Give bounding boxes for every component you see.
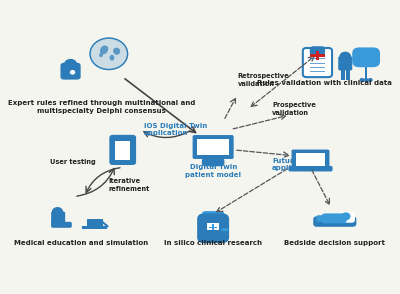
FancyBboxPatch shape [109, 135, 136, 165]
FancyBboxPatch shape [207, 223, 219, 230]
Text: iOS Digital Twin
application: iOS Digital Twin application [144, 123, 207, 136]
Text: In silico clinical research: In silico clinical research [164, 240, 262, 246]
FancyBboxPatch shape [341, 69, 344, 80]
FancyBboxPatch shape [212, 224, 214, 230]
FancyBboxPatch shape [310, 71, 325, 72]
FancyBboxPatch shape [193, 135, 234, 159]
Circle shape [65, 60, 76, 69]
Circle shape [364, 78, 368, 81]
FancyBboxPatch shape [310, 67, 325, 69]
Circle shape [340, 52, 350, 61]
Circle shape [90, 38, 128, 70]
FancyBboxPatch shape [60, 63, 81, 80]
FancyBboxPatch shape [202, 211, 224, 223]
Text: Rules validation with clinical data: Rules validation with clinical data [257, 80, 392, 86]
FancyBboxPatch shape [296, 153, 324, 166]
FancyBboxPatch shape [303, 48, 332, 77]
FancyBboxPatch shape [338, 56, 352, 70]
FancyBboxPatch shape [316, 215, 327, 222]
FancyBboxPatch shape [310, 63, 325, 64]
FancyBboxPatch shape [310, 46, 325, 56]
Ellipse shape [221, 228, 229, 231]
Circle shape [342, 213, 350, 220]
Ellipse shape [113, 48, 120, 55]
Text: Future
applications: Future applications [272, 158, 321, 171]
FancyBboxPatch shape [288, 166, 332, 171]
Circle shape [369, 78, 372, 81]
FancyBboxPatch shape [310, 58, 325, 59]
FancyBboxPatch shape [82, 226, 108, 229]
Text: Retrospective
validation: Retrospective validation [238, 73, 289, 87]
Text: Bedside decision support: Bedside decision support [284, 240, 385, 246]
FancyBboxPatch shape [51, 222, 72, 228]
Text: Iterative
refinement: Iterative refinement [109, 178, 150, 192]
FancyBboxPatch shape [209, 227, 217, 228]
FancyBboxPatch shape [198, 139, 229, 155]
FancyBboxPatch shape [365, 54, 367, 80]
FancyBboxPatch shape [51, 212, 65, 225]
FancyBboxPatch shape [352, 47, 380, 67]
Text: Expert rules refined through multinational and
multispecialty Delphi consensus: Expert rules refined through multination… [8, 101, 196, 114]
Circle shape [360, 78, 364, 81]
Ellipse shape [110, 55, 114, 61]
Text: Digital Twin
patient model: Digital Twin patient model [185, 164, 241, 178]
Circle shape [70, 71, 74, 74]
Circle shape [52, 208, 62, 216]
Ellipse shape [100, 46, 108, 54]
Text: Prospective
validation: Prospective validation [272, 102, 316, 116]
FancyBboxPatch shape [197, 213, 229, 243]
Text: User testing: User testing [50, 158, 95, 165]
FancyBboxPatch shape [116, 141, 130, 160]
FancyBboxPatch shape [202, 158, 224, 166]
FancyBboxPatch shape [86, 219, 103, 226]
FancyBboxPatch shape [292, 150, 330, 170]
FancyBboxPatch shape [316, 51, 319, 60]
FancyBboxPatch shape [322, 213, 347, 223]
Text: Medical education and simulation: Medical education and simulation [14, 240, 148, 246]
FancyBboxPatch shape [346, 69, 350, 80]
FancyBboxPatch shape [310, 54, 325, 57]
FancyBboxPatch shape [211, 157, 215, 161]
Ellipse shape [99, 53, 103, 57]
FancyBboxPatch shape [338, 212, 355, 223]
FancyBboxPatch shape [313, 216, 356, 227]
